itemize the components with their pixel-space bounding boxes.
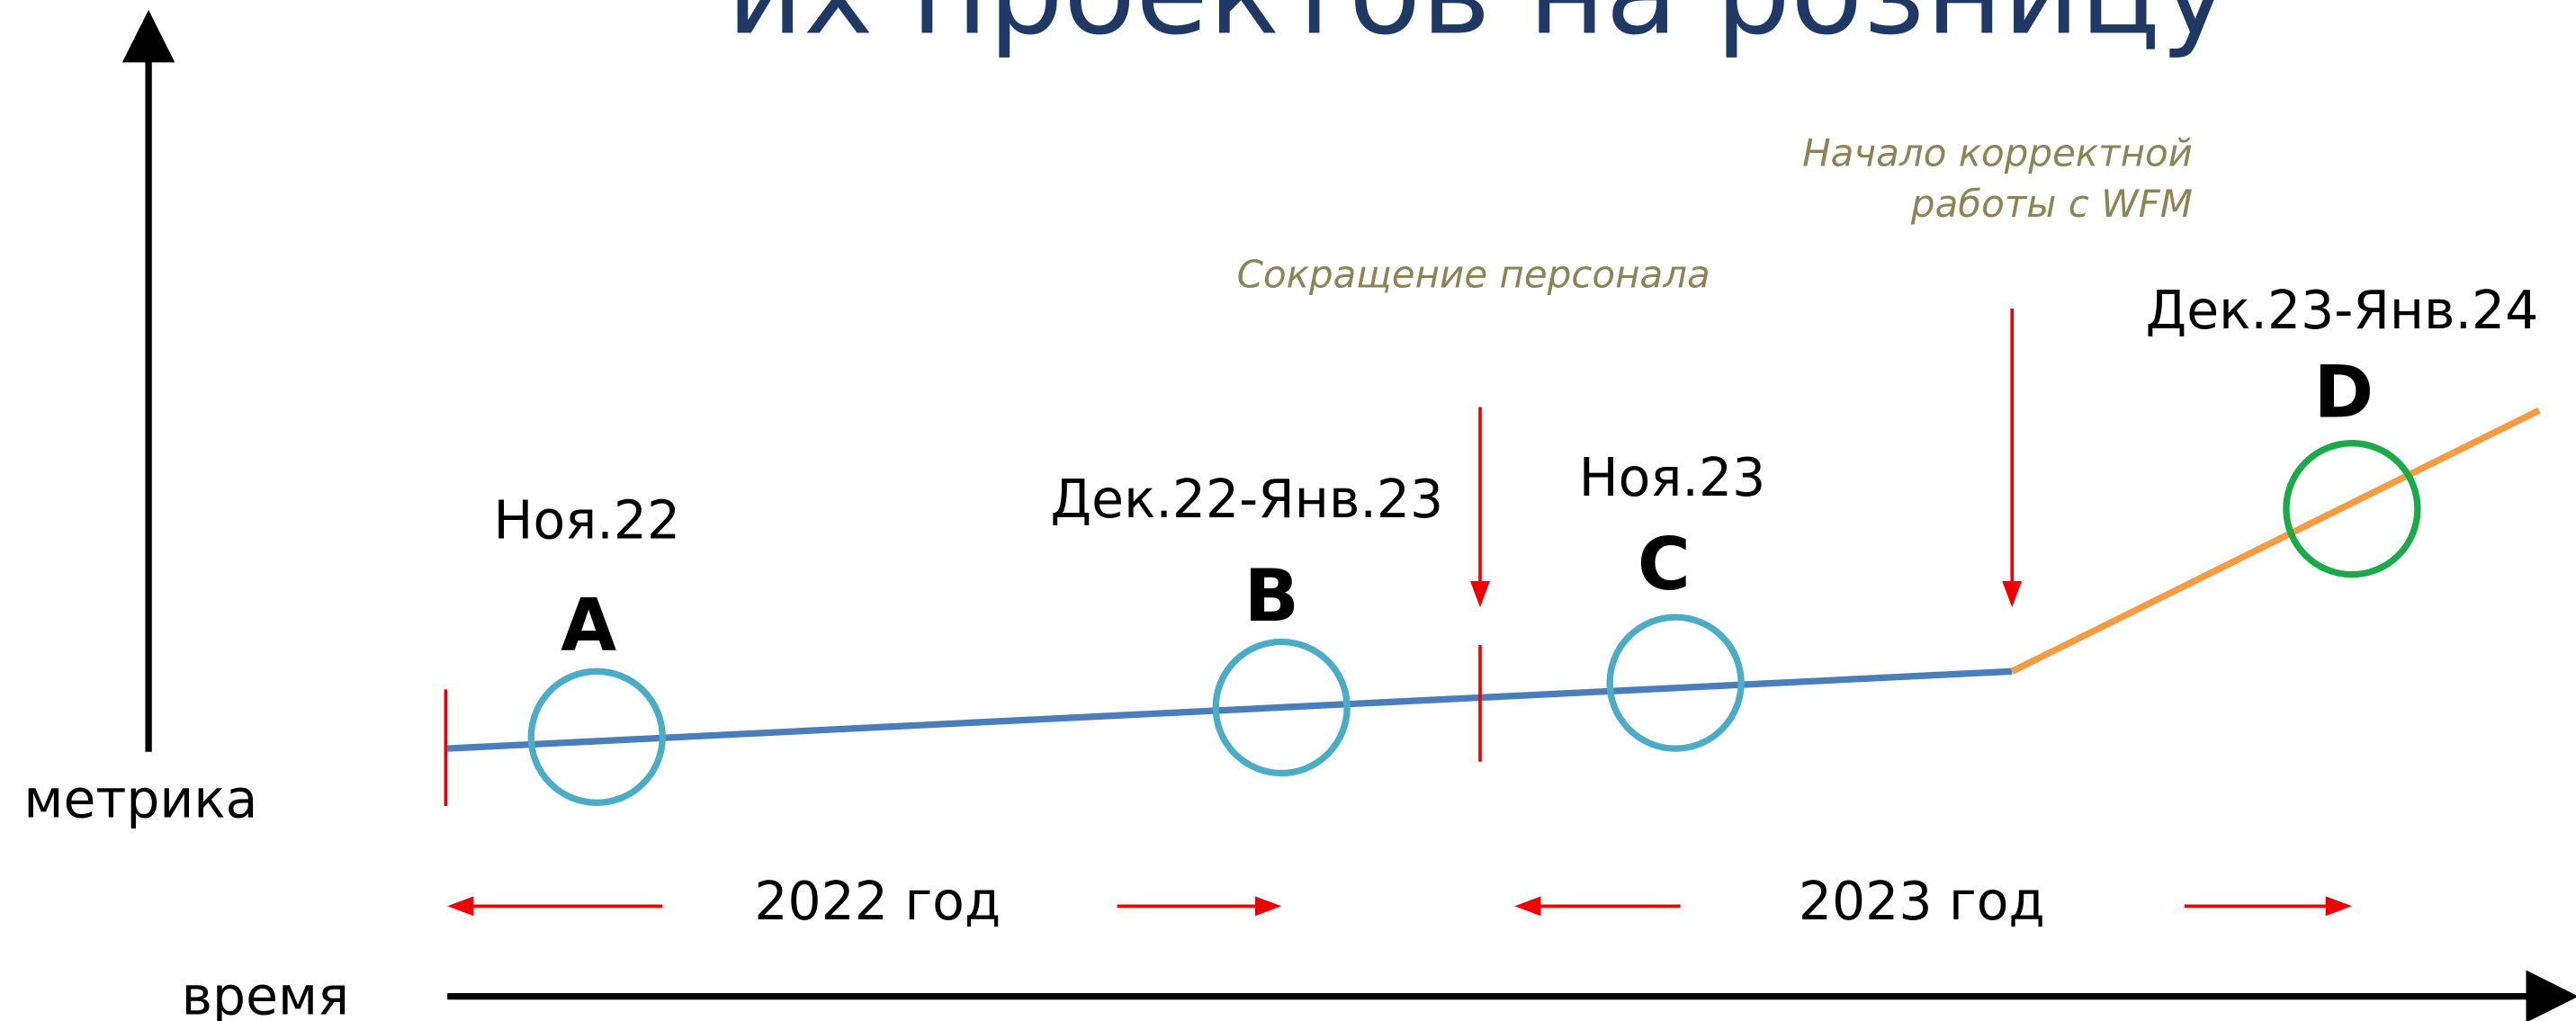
y-axis-label: метрика [23, 769, 257, 830]
point-date: Ноя.22 [494, 490, 681, 551]
annotation: работы с WFM [1910, 182, 2193, 226]
title: их проектов на розницу [727, 0, 2230, 60]
point-circle [1606, 613, 1745, 752]
point-date: Дек.22-Янв.23 [1051, 469, 1444, 530]
point-date: Дек.23-Янв.24 [2146, 280, 2539, 341]
point-circle [1212, 638, 1351, 777]
period-label: 2022 год [754, 871, 1001, 932]
point-letter: D [2313, 349, 2374, 434]
trend-line-growth [2010, 407, 2541, 675]
annotation: Начало корректной [1802, 130, 2193, 175]
annotation: Сокращение персонала [1237, 252, 1710, 296]
point-date: Ноя.23 [1579, 447, 1766, 508]
point-circle [2283, 440, 2421, 578]
point-letter: C [1638, 522, 1691, 606]
point-letter: B [1244, 553, 1299, 638]
period-label: 2023 год [1799, 871, 2045, 932]
point-letter: A [561, 583, 616, 667]
point-circle [527, 667, 666, 806]
trend-line [447, 667, 2013, 752]
x-axis-label: время [182, 966, 350, 1021]
